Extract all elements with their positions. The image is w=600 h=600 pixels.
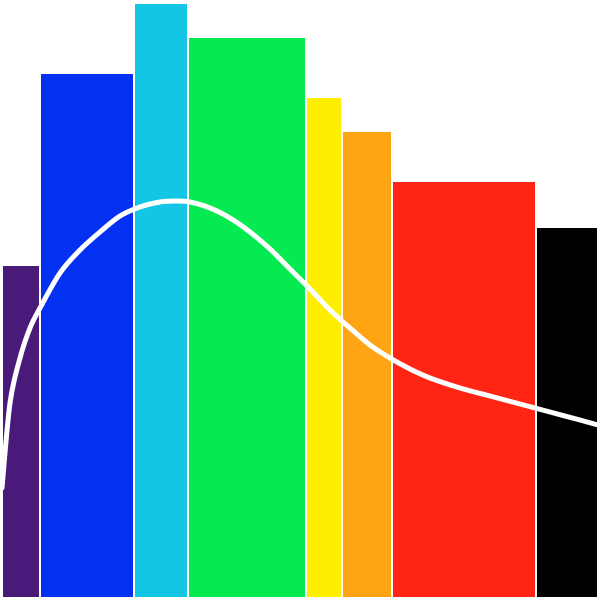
bar-5 [306,97,342,598]
bar-3 [134,3,188,598]
bar-6 [342,131,392,598]
bar-4 [188,37,306,598]
bar-2 [40,73,134,598]
